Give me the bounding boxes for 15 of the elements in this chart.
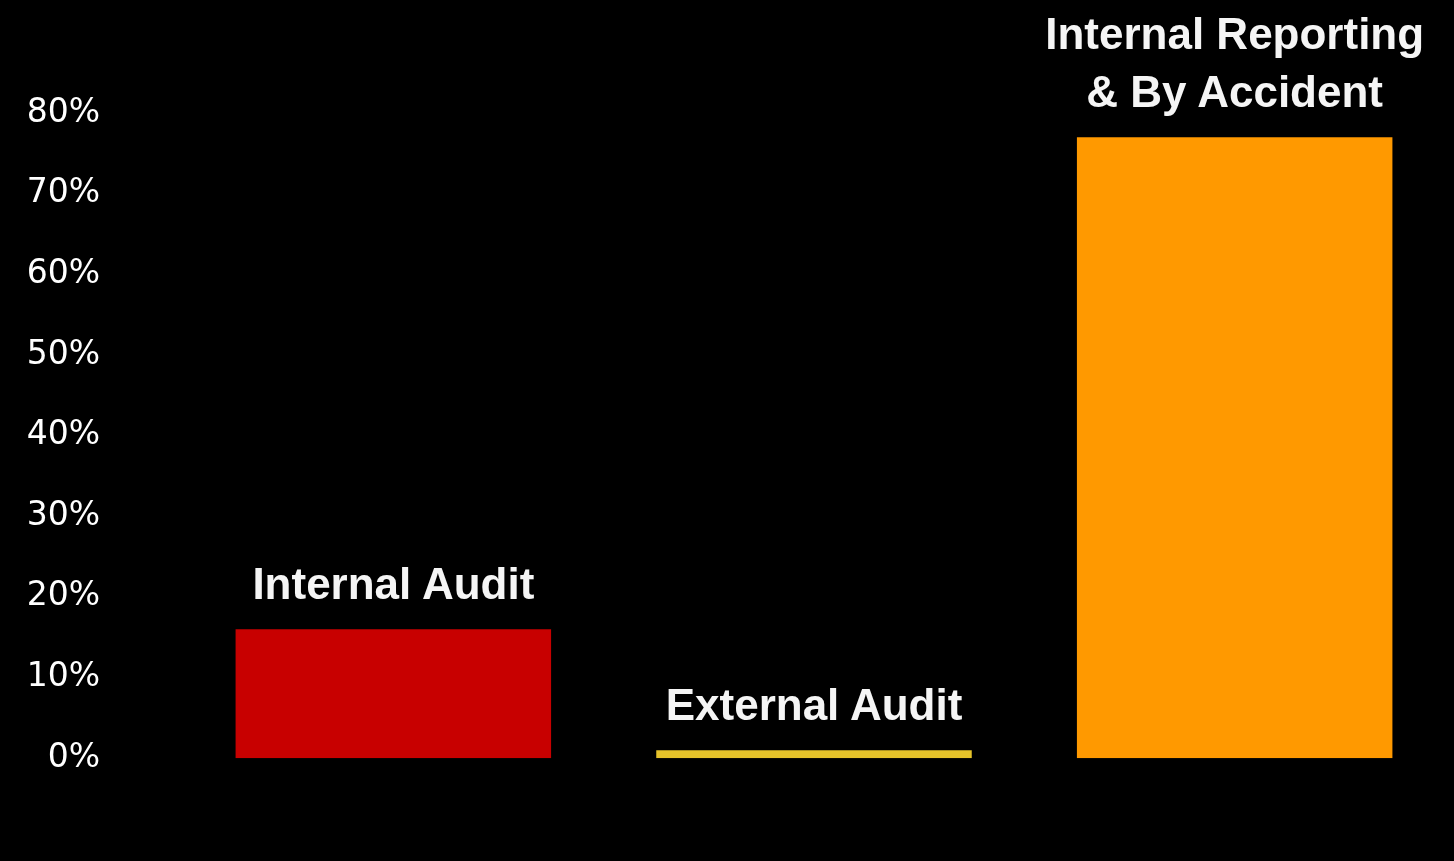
- x-tick-label: External Audit: [665, 680, 963, 730]
- y-tick-label: 30%: [26, 493, 100, 533]
- y-tick-label: 50%: [26, 332, 100, 372]
- y-tick-label: 10%: [26, 655, 100, 695]
- x-tick-label: Internal Audit: [252, 559, 535, 609]
- x-tick-label: Internal Reporting & By Accident: [1045, 9, 1425, 117]
- y-tick-label: 20%: [26, 574, 100, 614]
- y-tick-label: 0%: [47, 735, 100, 775]
- y-tick-label: 70%: [26, 171, 100, 211]
- y-tick-label: 40%: [26, 413, 100, 453]
- bar: [235, 629, 552, 759]
- bar: [1076, 137, 1393, 759]
- bar: [656, 750, 972, 759]
- y-tick-label: 80%: [26, 90, 100, 130]
- y-tick-label: 60%: [26, 251, 100, 291]
